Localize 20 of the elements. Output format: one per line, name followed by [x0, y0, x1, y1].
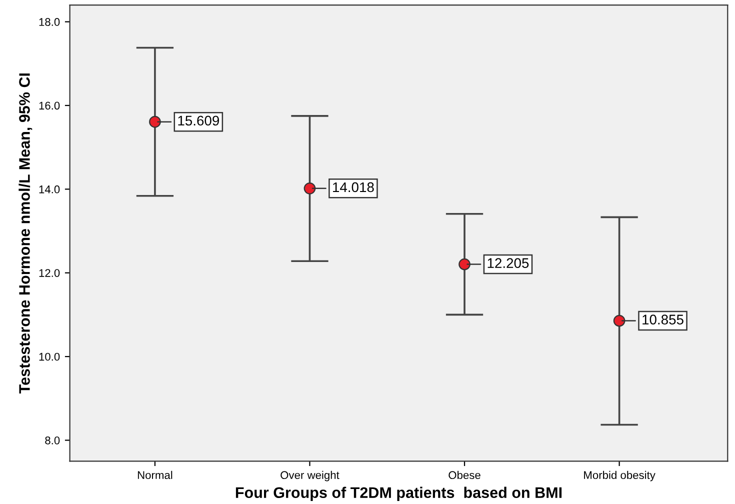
- data-label: 12.205: [488, 258, 529, 268]
- y-tick-label: 16.0: [39, 102, 60, 110]
- point: [304, 182, 316, 194]
- point: [458, 258, 470, 270]
- y-tick-label: 8.0: [45, 436, 60, 444]
- data-label: 15.609: [178, 116, 219, 126]
- x-tick-label: Obese: [448, 470, 480, 480]
- data-label: 10.855: [642, 314, 684, 324]
- y-tick-label: 18.0: [39, 18, 60, 26]
- point: [149, 116, 161, 128]
- data-label: 14.018: [333, 182, 374, 192]
- y-axis-title: Testesterone Hormone nmol/L Mean, 95% CI: [18, 74, 32, 394]
- point: [613, 314, 626, 327]
- y-tick-label: 10.0: [39, 352, 60, 361]
- x-tick-label: Morbid obesity: [584, 470, 656, 482]
- x-tick-label: Over weight: [280, 470, 340, 482]
- y-tick-label: 14.0: [39, 185, 60, 194]
- x-tick-label: Normal: [138, 470, 172, 480]
- y-tick-label: 12.0: [39, 269, 60, 277]
- x-axis-title: Four Groups of T2DM patients based on BMI: [236, 486, 562, 502]
